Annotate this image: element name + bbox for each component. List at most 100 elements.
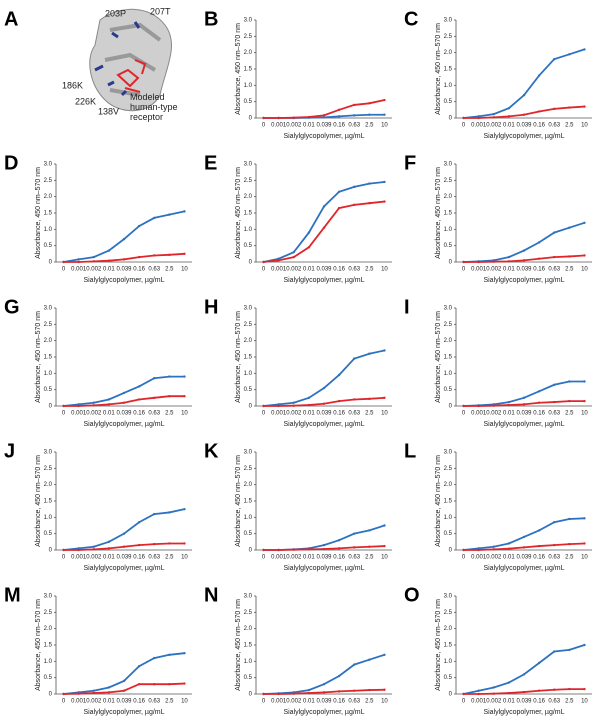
data-point [277, 548, 280, 552]
data-point [477, 404, 480, 408]
data-point [553, 650, 556, 653]
data-point [92, 545, 95, 548]
y-tick-label: 0.5 [244, 99, 253, 105]
annotation: 226K [75, 96, 96, 106]
data-point [507, 260, 511, 263]
data-point [553, 543, 556, 547]
y-axis-title: Absorbance, 450 nm–570 nm [435, 23, 442, 115]
data-line [63, 252, 185, 263]
y-tick-label: 2.5 [244, 34, 253, 40]
x-axis-title: Sialylglycopolymer, µg/mL [83, 277, 164, 284]
y-axis-title: Absorbance, 450 nm–570 nm [235, 23, 242, 115]
y-tick-label: 3.0 [44, 450, 53, 456]
panel-letter: M [4, 584, 21, 606]
data-point [292, 401, 295, 404]
data-point [477, 692, 480, 696]
y-tick-label: 3.0 [44, 306, 53, 312]
data-point [262, 692, 265, 696]
data-point [337, 115, 341, 118]
data-point [322, 205, 326, 208]
x-tick-label: 0.01 [303, 699, 315, 705]
y-tick-label: 1.0 [44, 515, 53, 521]
data-point [522, 113, 526, 116]
y-axis-title: Absorbance, 450 nm–570 nm [435, 311, 442, 403]
y-tick-label: 2.0 [244, 482, 253, 488]
y-tick-label: 2.5 [444, 610, 453, 616]
data-point [322, 116, 326, 119]
x-tick-label: 0.01 [503, 699, 515, 705]
x-tick-label: 10 [181, 699, 188, 705]
x-tick-label: 0.01 [103, 699, 115, 705]
data-point [462, 548, 465, 552]
data-point [337, 539, 341, 542]
annotation-box: Modeled human-type receptor [130, 92, 178, 122]
data-point [77, 258, 80, 261]
y-tick-label: 1.5 [244, 355, 253, 361]
data-point [77, 692, 80, 695]
y-tick-label: 1.0 [444, 371, 453, 377]
data-point [62, 260, 65, 264]
y-axis-title: Absorbance, 450 nm–570 nm [435, 599, 442, 691]
data-point [337, 674, 341, 678]
data-point [92, 255, 95, 259]
data-point [122, 545, 126, 548]
x-tick-label: 0 [262, 699, 266, 705]
x-tick-label: 0 [462, 555, 466, 561]
x-tick-label: 10 [381, 267, 388, 273]
data-point [277, 116, 280, 120]
x-tick-label: 0.63 [548, 411, 560, 417]
x-tick-label: 0.16 [533, 267, 545, 273]
data-point [307, 403, 311, 407]
data-point [292, 548, 295, 551]
x-tick-label: 0.039 [116, 555, 132, 561]
data-point [307, 246, 311, 249]
y-axis-title: Absorbance, 450 nm–570 nm [435, 167, 442, 259]
panel-letter: N [204, 584, 218, 606]
y-tick-label: 2.5 [244, 322, 253, 328]
x-tick-label: 0.01 [303, 411, 315, 417]
y-tick-label: 1.0 [244, 83, 253, 89]
x-tick-label: 2.5 [165, 699, 174, 705]
data-point [137, 683, 141, 686]
x-tick-label: 0.16 [133, 267, 145, 273]
x-tick-label: 0.002 [486, 555, 502, 561]
data-point [262, 548, 265, 552]
data-point [368, 102, 371, 105]
y-tick-label: 2.0 [44, 482, 53, 488]
x-tick-label: 0.63 [148, 555, 160, 561]
y-tick-label: 1.0 [444, 83, 453, 89]
panel: F 0 0.5 1.0 1.5 2.0 2.5 3.0 0 0.001 0.002 0.01 0.039… [404, 152, 592, 284]
data-point [507, 255, 511, 259]
y-tick-label: 2.5 [44, 610, 53, 616]
data-point [368, 113, 371, 116]
data-point [553, 400, 556, 404]
data-point [507, 400, 511, 404]
data-point [462, 692, 465, 696]
x-tick-label: 2.5 [565, 555, 574, 561]
data-point [462, 404, 465, 408]
y-tick-label: 3.0 [244, 306, 253, 312]
x-tick-label: 0.001 [71, 267, 87, 273]
data-point [137, 385, 141, 388]
data-point [168, 395, 171, 398]
x-tick-label: 0.63 [148, 411, 160, 417]
x-tick-label: 0 [262, 411, 266, 417]
y-tick-label: 3.0 [444, 450, 453, 456]
data-point [522, 690, 526, 694]
data-point [353, 663, 356, 666]
x-tick-label: 10 [381, 699, 388, 705]
y-tick-label: 3.0 [244, 594, 253, 600]
data-point [337, 547, 341, 550]
data-point [153, 396, 156, 400]
data-point [107, 691, 111, 694]
y-tick-label: 3.0 [44, 162, 53, 168]
x-tick-label: 0.01 [303, 123, 315, 129]
x-tick-label: 0.16 [333, 267, 345, 273]
x-tick-label: 10 [181, 555, 188, 561]
panel: O 0 0.5 1.0 1.5 2.0 2.5 3.0 0 0.001 0.002 0.01 0.039… [404, 584, 592, 716]
data-point [583, 254, 586, 257]
data-point [568, 226, 571, 229]
x-tick-label: 0.002 [286, 267, 302, 273]
data-point [537, 74, 541, 77]
